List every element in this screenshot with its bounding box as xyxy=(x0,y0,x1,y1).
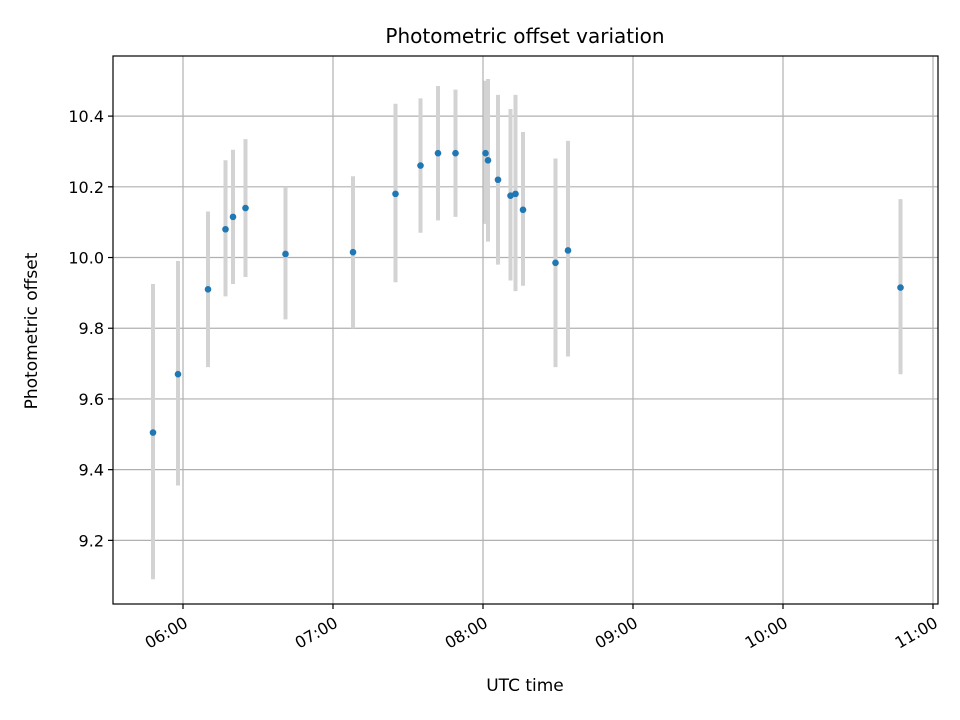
data-point xyxy=(222,225,229,233)
data-point xyxy=(494,176,502,184)
data-points xyxy=(149,149,904,436)
data-point xyxy=(519,206,527,214)
data-point xyxy=(482,149,489,157)
data-point xyxy=(392,190,399,198)
grid-lines xyxy=(113,56,938,604)
data-point xyxy=(512,190,519,198)
plot-frame xyxy=(112,55,939,605)
data-point xyxy=(282,250,289,258)
data-point xyxy=(452,149,459,157)
data-point xyxy=(564,247,572,254)
chart-title: Photometric offset variation xyxy=(385,24,664,48)
data-point xyxy=(149,429,157,436)
data-point xyxy=(507,192,514,199)
data-point xyxy=(204,286,212,293)
data-point xyxy=(229,213,237,221)
y-tick-label: 10.4 xyxy=(68,107,104,126)
data-point xyxy=(349,248,357,256)
y-tick-label: 9.4 xyxy=(79,461,104,480)
y-tick-label: 9.2 xyxy=(79,531,104,550)
data-point xyxy=(434,149,442,157)
data-point xyxy=(417,162,424,169)
x-axis-title: UTC time xyxy=(486,676,564,696)
y-tick-label: 9.6 xyxy=(79,390,104,409)
y-tick-label: 9.8 xyxy=(79,319,104,338)
y-tick-label: 10.2 xyxy=(68,178,104,197)
data-point xyxy=(174,370,182,378)
y-axis-title: Photometric offset xyxy=(22,252,42,409)
data-point xyxy=(552,259,559,267)
data-point xyxy=(242,204,249,212)
data-point xyxy=(897,284,904,291)
data-point xyxy=(484,156,492,164)
y-tick-label: 10.0 xyxy=(68,249,104,268)
